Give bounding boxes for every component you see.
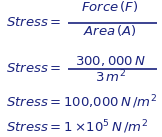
Text: $\mathit{300,000\,N}$: $\mathit{300,000\,N}$ <box>75 54 146 68</box>
Text: $\mathit{Stress} = 1\times\!10^{5}\,N\,/m^{2}$: $\mathit{Stress} = 1\times\!10^{5}\,N\,/… <box>6 118 149 135</box>
Text: $\mathit{Area}\,\mathit{(A)}$: $\mathit{Area}\,\mathit{(A)}$ <box>83 23 137 38</box>
Text: $\mathit{3\,m^{2}}$: $\mathit{3\,m^{2}}$ <box>95 69 126 86</box>
Text: $\mathit{Stress} =$: $\mathit{Stress} =$ <box>6 16 62 29</box>
Text: $\mathit{Stress} = 100{,}000\,N\,/m^{2}$: $\mathit{Stress} = 100{,}000\,N\,/m^{2}$ <box>6 93 158 111</box>
Text: $\mathit{Stress} =$: $\mathit{Stress} =$ <box>6 62 62 75</box>
Text: $\mathit{Force}\,\mathit{(F)}$: $\mathit{Force}\,\mathit{(F)}$ <box>81 0 139 14</box>
